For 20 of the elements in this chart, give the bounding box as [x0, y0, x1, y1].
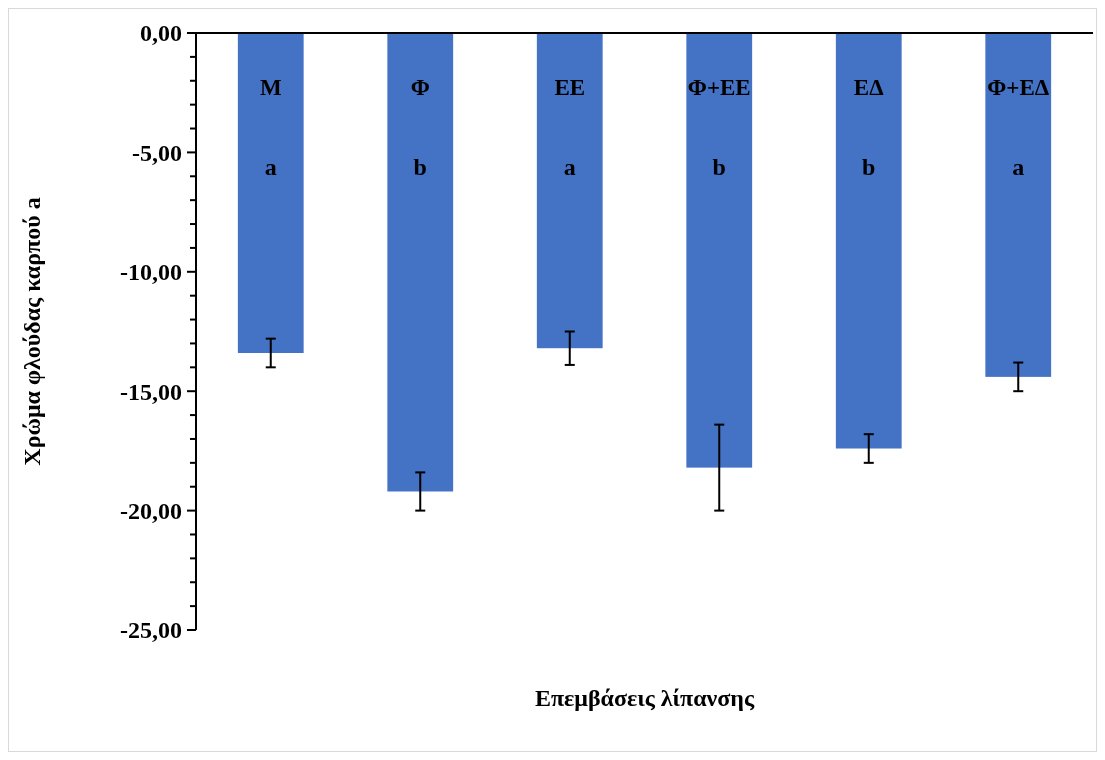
annotation: b: [712, 154, 726, 180]
y-tick-label: -10,00: [120, 259, 182, 286]
x-tick-label: ΕΔ: [853, 75, 885, 100]
annotation: a: [1012, 154, 1025, 180]
y-tick-label: -5,00: [132, 139, 182, 166]
x-tick-label: Φ: [410, 75, 430, 100]
annotation: a: [563, 154, 576, 180]
y-tick-label: -15,00: [120, 378, 182, 405]
annotation: b: [862, 154, 876, 180]
x-tick-label: Φ+ΕΔ: [987, 75, 1050, 100]
y-tick-label: -25,00: [120, 617, 182, 644]
y-tick-label: 0,00: [140, 20, 182, 47]
x-tick-label: Μ: [259, 75, 282, 100]
x-tick-label: ΕΕ: [554, 75, 586, 100]
annotation: b: [413, 154, 427, 180]
x-axis-title: Επεμβάσεις λίπανσης: [534, 685, 755, 711]
annotation: a: [264, 154, 277, 180]
y-tick-label: -20,00: [120, 498, 182, 524]
x-tick-label: Φ+ΕΕ: [687, 75, 751, 100]
y-axis-title: Χρώμα φλούδας καρπού a: [19, 197, 45, 466]
